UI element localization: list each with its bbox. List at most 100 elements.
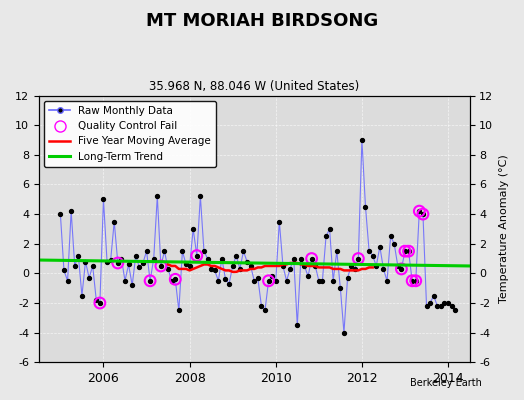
Point — [436, 303, 445, 309]
Point — [243, 258, 251, 265]
Point — [225, 280, 233, 287]
Point — [397, 266, 406, 272]
Point — [135, 264, 144, 271]
Point — [193, 252, 201, 259]
Point — [211, 267, 219, 274]
Point — [358, 137, 366, 143]
Point — [433, 303, 442, 309]
Point — [314, 278, 323, 284]
Point — [411, 278, 420, 284]
Point — [376, 244, 384, 250]
Point — [282, 278, 291, 284]
Point — [401, 248, 409, 254]
Point — [207, 266, 215, 272]
Point — [92, 297, 101, 303]
Point — [143, 248, 151, 254]
Point — [419, 211, 427, 217]
Text: Berkeley Earth: Berkeley Earth — [410, 378, 482, 388]
Point — [261, 307, 269, 314]
Point — [250, 278, 258, 284]
Point — [164, 266, 172, 272]
Point — [200, 248, 208, 254]
Point — [81, 258, 90, 265]
Point — [379, 266, 388, 272]
Point — [329, 278, 337, 284]
Point — [146, 278, 154, 284]
Title: 35.968 N, 88.046 W (United States): 35.968 N, 88.046 W (United States) — [149, 80, 359, 93]
Legend: Raw Monthly Data, Quality Control Fail, Five Year Moving Average, Long-Term Tren: Raw Monthly Data, Quality Control Fail, … — [44, 101, 216, 167]
Point — [182, 261, 190, 268]
Point — [386, 233, 395, 240]
Point — [185, 263, 194, 269]
Point — [340, 330, 348, 336]
Point — [246, 263, 255, 269]
Point — [168, 278, 176, 284]
Point — [372, 263, 380, 269]
Point — [121, 278, 129, 284]
Point — [153, 193, 161, 200]
Point — [203, 255, 212, 262]
Point — [128, 282, 136, 288]
Point — [322, 233, 330, 240]
Point — [308, 255, 316, 262]
Point — [430, 292, 438, 299]
Point — [56, 211, 64, 217]
Point — [239, 248, 248, 254]
Point — [408, 278, 417, 284]
Point — [311, 263, 320, 269]
Point — [257, 303, 266, 309]
Point — [63, 278, 72, 284]
Point — [365, 248, 373, 254]
Point — [89, 263, 97, 269]
Point — [415, 208, 423, 214]
Point — [336, 285, 345, 291]
Point — [139, 260, 147, 266]
Point — [304, 273, 312, 280]
Point — [106, 257, 115, 263]
Point — [440, 300, 449, 306]
Point — [447, 303, 456, 309]
Point — [265, 278, 273, 284]
Point — [408, 278, 417, 284]
Point — [451, 307, 460, 314]
Point — [146, 278, 154, 284]
Point — [318, 278, 326, 284]
Point — [401, 248, 409, 254]
Point — [368, 252, 377, 259]
Point — [149, 255, 158, 262]
Point — [157, 263, 165, 269]
Point — [60, 267, 68, 274]
Point — [271, 278, 280, 284]
Point — [351, 266, 359, 272]
Point — [444, 300, 452, 306]
Point — [254, 275, 262, 281]
Point — [343, 275, 352, 281]
Point — [300, 263, 309, 269]
Y-axis label: Temperature Anomaly (°C): Temperature Anomaly (°C) — [499, 154, 509, 303]
Point — [361, 204, 369, 210]
Point — [157, 263, 165, 269]
Point — [160, 248, 169, 254]
Point — [286, 266, 294, 272]
Point — [383, 278, 391, 284]
Point — [78, 292, 86, 299]
Point — [268, 273, 276, 280]
Text: MT MORIAH BIRDSONG: MT MORIAH BIRDSONG — [146, 12, 378, 30]
Point — [110, 218, 118, 225]
Point — [325, 226, 334, 232]
Point — [275, 218, 283, 225]
Point — [236, 266, 244, 272]
Point — [96, 300, 104, 306]
Point — [228, 263, 237, 269]
Point — [397, 266, 406, 272]
Point — [419, 211, 427, 217]
Point — [265, 278, 273, 284]
Point — [189, 226, 198, 232]
Point — [132, 252, 140, 259]
Point — [347, 263, 355, 269]
Point — [71, 263, 79, 269]
Point — [426, 300, 434, 306]
Point — [117, 255, 126, 262]
Point — [196, 193, 204, 200]
Point — [232, 252, 241, 259]
